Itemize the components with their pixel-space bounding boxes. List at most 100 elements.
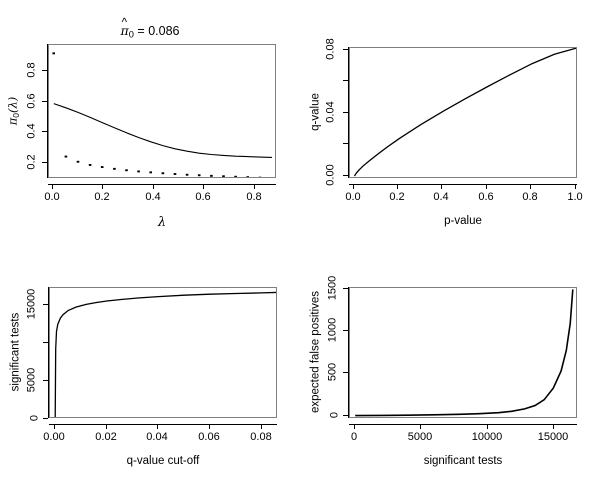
y-ticklabel-pi0-1: 0.4 <box>25 123 38 139</box>
x-ticklabel-pi0-0: 0.0 <box>44 191 60 203</box>
y-tick-pi0-3 <box>42 70 47 71</box>
y-ticklabel-pi0-2: 0.6 <box>25 93 38 109</box>
x-tick-sig-2 <box>157 424 158 429</box>
y-axis-title-pi0: π0(λ) <box>5 96 21 126</box>
x-ticklabel-qvalue-3: 0.6 <box>478 191 494 203</box>
x-tick-efp-0 <box>354 424 355 429</box>
x-ticklabel-sig-4: 0.08 <box>250 431 272 443</box>
x-tick-sig-3 <box>209 424 210 429</box>
x-axis-title-pi0: λ <box>157 215 167 230</box>
y-ticklabel-efp-1: 500 <box>326 362 339 382</box>
plot-curve-significant-tests <box>54 291 276 417</box>
y-ticklabel-efp-3: 1500 <box>326 275 339 301</box>
panel-expected-false-positives: 0 5000 10000 15000 significant tests 0 5… <box>300 240 600 480</box>
panel-qvalue-vs-pvalue: 0.0 0.2 0.4 0.6 0.8 1.0 p-value 0.00 0.0… <box>300 0 600 240</box>
x-axis-line-qvalue <box>349 184 577 185</box>
y-tick-sig-2 <box>43 342 48 343</box>
y-tick-efp-2 <box>343 330 348 331</box>
x-ticklabel-qvalue-1: 0.2 <box>389 191 405 203</box>
x-tick-qvalue-0 <box>353 184 354 189</box>
y-tick-sig-1 <box>43 380 48 381</box>
y-tick-efp-3 <box>343 288 348 289</box>
x-axis-title-qvalue: p-value <box>444 215 482 227</box>
y-ticklabel-sig-0: 0 <box>28 414 41 422</box>
plot-curve-qvalue <box>353 48 576 177</box>
y-tick-qvalue-0 <box>343 175 348 176</box>
x-tick-efp-3 <box>553 424 554 429</box>
y-ticklabel-sig-3: 15000 <box>25 288 38 320</box>
y-tick-qvalue-4 <box>343 49 348 50</box>
x-ticklabel-efp-0: 0 <box>350 431 358 443</box>
x-ticklabel-pi0-1: 0.2 <box>94 191 110 203</box>
x-axis-line-efp <box>349 424 577 425</box>
x-ticklabel-efp-2: 10000 <box>471 431 503 443</box>
plot-area-pi0 <box>48 44 276 178</box>
y-axis-title-significant-tests: significant tests <box>9 312 22 392</box>
x-tick-qvalue-5 <box>575 184 576 189</box>
y-axis-line-significant-tests <box>48 287 49 418</box>
y-axis-line-efp <box>348 287 349 418</box>
y-tick-pi0-2 <box>42 101 47 102</box>
y-ticklabel-sig-1: 5000 <box>25 367 38 393</box>
x-tick-pi0-0 <box>52 184 53 189</box>
y-axis-title-qvalue: q-value <box>309 93 322 131</box>
x-ticklabel-qvalue-4: 0.8 <box>522 191 538 203</box>
x-tick-pi0-2 <box>153 184 154 189</box>
y-ticklabel-pi0-0: 0.2 <box>25 154 38 170</box>
x-ticklabel-qvalue-2: 0.4 <box>433 191 449 203</box>
x-tick-qvalue-2 <box>441 184 442 189</box>
x-axis-line-significant-tests <box>49 424 277 425</box>
x-ticklabel-qvalue-0: 0.0 <box>345 191 361 203</box>
y-tick-qvalue-2 <box>343 112 348 113</box>
x-ticklabel-sig-2: 0.04 <box>146 431 168 443</box>
y-tick-pi0-1 <box>42 131 47 132</box>
x-ticklabel-qvalue-5: 1.0 <box>567 191 583 203</box>
plot-area-qvalue <box>349 47 577 178</box>
hat-accent-icon: ^ <box>121 16 128 29</box>
plot-area-expected-false-positives <box>349 287 577 418</box>
x-tick-sig-1 <box>106 424 107 429</box>
x-tick-pi0-4 <box>254 184 255 189</box>
x-tick-efp-2 <box>487 424 488 429</box>
y-ticklabel-pi0-3: 0.8 <box>25 62 38 78</box>
plot-curve-pi0 <box>52 52 273 177</box>
x-tick-pi0-1 <box>102 184 103 189</box>
y-tick-sig-0 <box>43 418 48 419</box>
x-tick-efp-1 <box>420 424 421 429</box>
x-ticklabel-pi0-2: 0.4 <box>145 191 161 203</box>
x-tick-sig-0 <box>54 424 55 429</box>
y-ticklabel-qvalue-0: 0.00 <box>324 164 337 186</box>
x-ticklabel-sig-1: 0.02 <box>95 431 117 443</box>
plot-area-significant-tests <box>49 287 277 418</box>
pi0-subscript: 0 <box>128 29 134 40</box>
y-tick-qvalue-3 <box>343 80 348 81</box>
y-tick-sig-3 <box>43 304 48 305</box>
x-tick-qvalue-3 <box>486 184 487 189</box>
pi0-value: 0.086 <box>148 24 180 38</box>
panel-significant-tests: 0.00 0.02 0.04 0.06 0.08 q-value cut-off… <box>0 240 300 480</box>
y-axis-title-efp: expected false positives <box>309 290 322 414</box>
x-tick-qvalue-1 <box>397 184 398 189</box>
y-axis-line-qvalue <box>348 47 349 178</box>
x-ticklabel-pi0-3: 0.6 <box>195 191 211 203</box>
y-ticklabel-efp-0: 0 <box>328 411 341 419</box>
y-axis-line-pi0 <box>47 44 48 178</box>
y-tick-efp-0 <box>343 415 348 416</box>
plot-curve-expected-false-positives <box>355 289 574 417</box>
x-ticklabel-efp-1: 5000 <box>407 431 433 443</box>
y-ticklabel-qvalue-4: 0.08 <box>324 38 337 60</box>
x-axis-line-pi0 <box>48 184 276 185</box>
y-tick-qvalue-1 <box>343 143 348 144</box>
y-tick-efp-1 <box>343 372 348 373</box>
x-ticklabel-sig-0: 0.00 <box>43 431 65 443</box>
pi0-equals-value: = <box>137 24 145 38</box>
panel-pi0-vs-lambda: ^ π0 = 0.086 <box>0 0 300 240</box>
panel-title-pi0: ^ π0 = 0.086 <box>120 16 180 40</box>
y-ticklabel-qvalue-2: 0.04 <box>324 101 337 123</box>
x-ticklabel-pi0-4: 0.8 <box>246 191 262 203</box>
y-ticklabel-efp-2: 1000 <box>326 317 339 343</box>
x-ticklabel-sig-3: 0.06 <box>198 431 220 443</box>
y-tick-pi0-0 <box>42 162 47 163</box>
x-axis-title-significant-tests: q-value cut-off <box>126 455 200 467</box>
